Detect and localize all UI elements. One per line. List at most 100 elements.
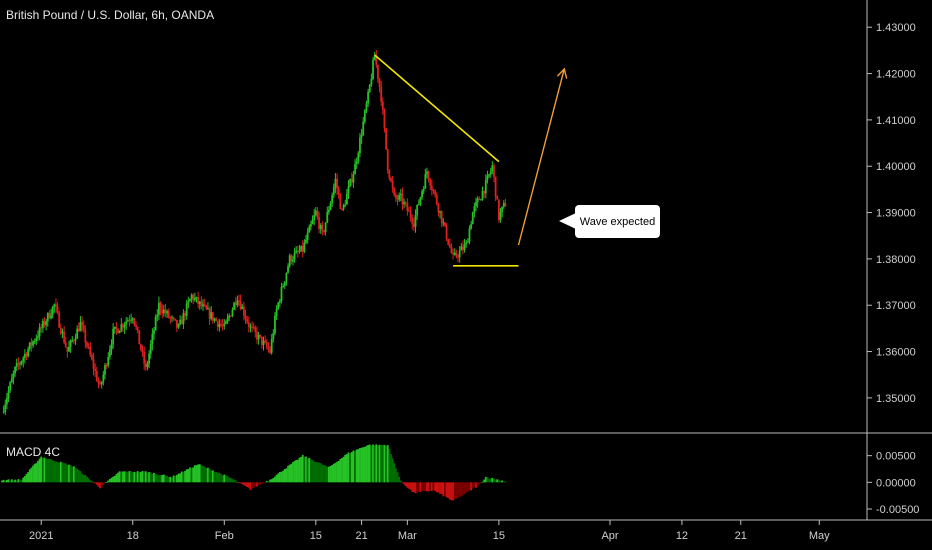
macd-indicator-label[interactable]: MACD 4C [6,445,61,459]
candle-body [104,365,106,375]
time-tick-label: 21 [735,530,747,542]
candle-body [349,178,352,187]
time-axis[interactable]: 2021 18 Feb 15 Mar 15 Apr 12 May 21 21 [29,520,830,542]
price-tick-label: 1.42000 [876,69,916,81]
macd-bar [332,463,335,483]
macd-bar [336,461,338,483]
candle-body [6,397,8,405]
candle-body [285,272,288,282]
macd-bar [269,479,271,483]
macd-bar [381,445,384,483]
candle-body [432,189,435,192]
candle-body [326,212,329,223]
macd-bar [341,458,343,483]
macd-bar [35,463,38,483]
macd-bar [427,482,430,492]
macd-bar [143,471,146,483]
macd-bar [321,464,324,483]
macd-bar [198,464,201,483]
candle-body [460,246,463,251]
candle-body [122,324,124,328]
macd-bar [20,480,23,483]
macd-bar [193,465,196,483]
wave-expected-callout[interactable]: Wave expected [575,205,660,238]
macd-bar [357,449,360,483]
candle-body [341,209,343,211]
macd-bar [112,476,115,483]
macd-bar [262,482,265,484]
candle-body [45,321,48,326]
candle-body [313,215,316,220]
macd-bar [189,467,191,483]
price-tick-label: 1.38000 [876,254,916,266]
candle-body [82,325,85,330]
macd-bar [323,465,325,483]
candle-body [329,202,332,210]
candle-body [272,333,275,340]
candle-body [311,219,314,225]
candle-body [300,245,303,252]
macd-bar [185,469,188,483]
macd-bar [108,479,111,483]
candle-body [136,326,139,331]
candle-body [169,317,172,319]
macd-bar [457,482,459,498]
candle-body [68,346,70,352]
macd-bar [270,479,273,483]
macd-bar [113,475,116,483]
price-tick-label: 1.40000 [876,161,916,173]
candle-body [74,338,77,341]
candle-body [231,309,234,317]
macd-bar [33,463,36,483]
macd-bar [334,462,337,483]
candle-body [252,327,255,329]
macd-bar [278,471,281,483]
candle-body [158,302,160,315]
macd-bar [66,465,69,483]
candle-body [27,349,30,357]
price-axis[interactable]: 1.43000 1.42000 1.41000 1.40000 1.39000 1.380… [867,22,916,405]
price-tick-label: 1.35000 [876,393,916,405]
candle-body [411,218,414,224]
macd-bar [10,479,13,483]
macd-bar [7,479,10,483]
candle-body [385,128,388,150]
macd-bar [380,444,383,483]
macd-bar [448,482,451,500]
candle-body [167,311,170,318]
candle-body [310,224,312,227]
macd-bar [192,467,195,483]
candle-body [499,211,502,221]
candle-body [63,331,66,343]
arrow-head [556,67,568,79]
candle-body [426,171,428,175]
macd-bar [86,476,88,483]
candle-body [71,340,74,342]
macd-bar [136,471,139,483]
candle-body [468,228,471,242]
candle-body [493,165,495,177]
macd-bar [25,473,28,483]
candle-body [218,324,221,327]
candle-body [308,226,311,233]
macd-bar [162,474,165,483]
macd-bar [122,471,124,483]
macd-bar [12,480,15,483]
macd-bar [218,472,221,483]
candle-body [430,185,433,190]
candle-body [471,212,474,225]
candle-body [280,286,283,302]
candle-body [77,328,80,332]
macd-bar [105,482,108,483]
candle-body [190,294,193,300]
candle-body [440,210,443,223]
candle-body [73,340,75,342]
candle-body [476,198,479,202]
candle-body [401,193,404,205]
macd-bar [4,480,7,483]
candle-body [46,312,49,322]
macd-bar [264,482,267,484]
candle-body [350,178,353,183]
macd-bar [326,466,329,483]
macd-bar [300,456,303,483]
